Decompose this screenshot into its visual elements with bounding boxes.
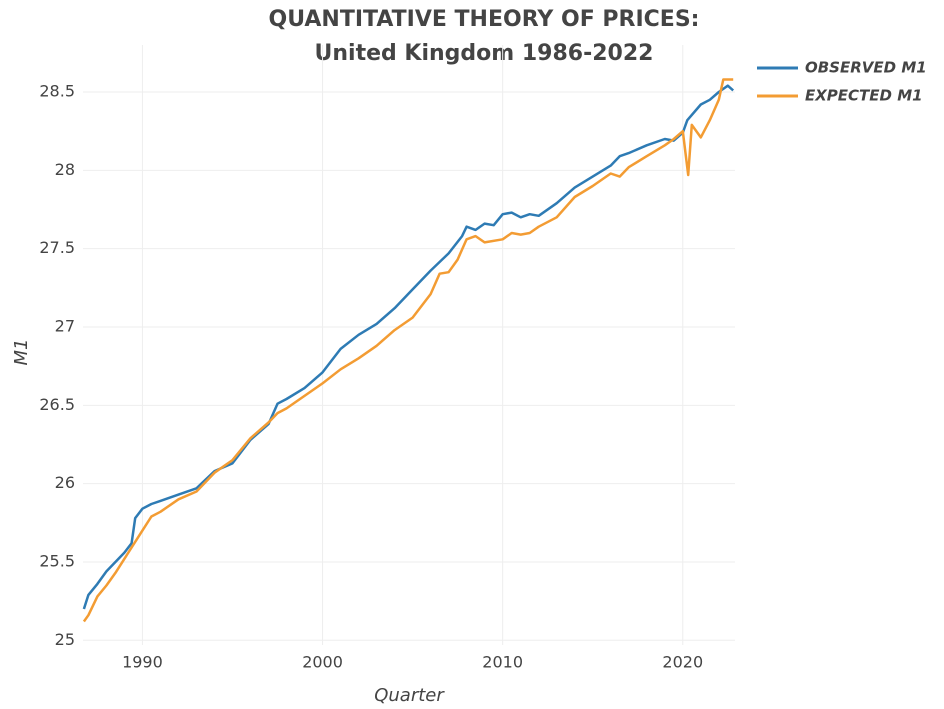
x-tick-label: 2020 [662, 653, 703, 672]
x-tick-label: 2010 [482, 653, 523, 672]
y-tick-label: 28.5 [39, 81, 75, 100]
y-tick-label: 27.5 [39, 238, 75, 257]
chart-title: QUANTITATIVE THEORY OF PRICES: [269, 7, 700, 32]
chart-title: United Kingdom 1986-2022 [315, 41, 654, 66]
y-axis-label: M1 [11, 339, 32, 366]
y-tick-label: 25 [55, 630, 75, 649]
y-tick-label: 26.5 [39, 395, 75, 414]
y-tick-label: 27 [55, 316, 75, 335]
y-tick-label: 25.5 [39, 551, 75, 570]
legend-label: OBSERVED M1 [805, 59, 927, 77]
series-line [82, 84, 735, 610]
x-axis-label: Quarter [374, 685, 445, 706]
y-tick-label: 28 [55, 160, 75, 179]
y-tick-label: 26 [55, 473, 75, 492]
series-line [82, 78, 734, 623]
x-tick-label: 1990 [122, 653, 163, 672]
x-tick-label: 2000 [302, 653, 343, 672]
legend-label: EXPECTED M1 [805, 87, 923, 105]
